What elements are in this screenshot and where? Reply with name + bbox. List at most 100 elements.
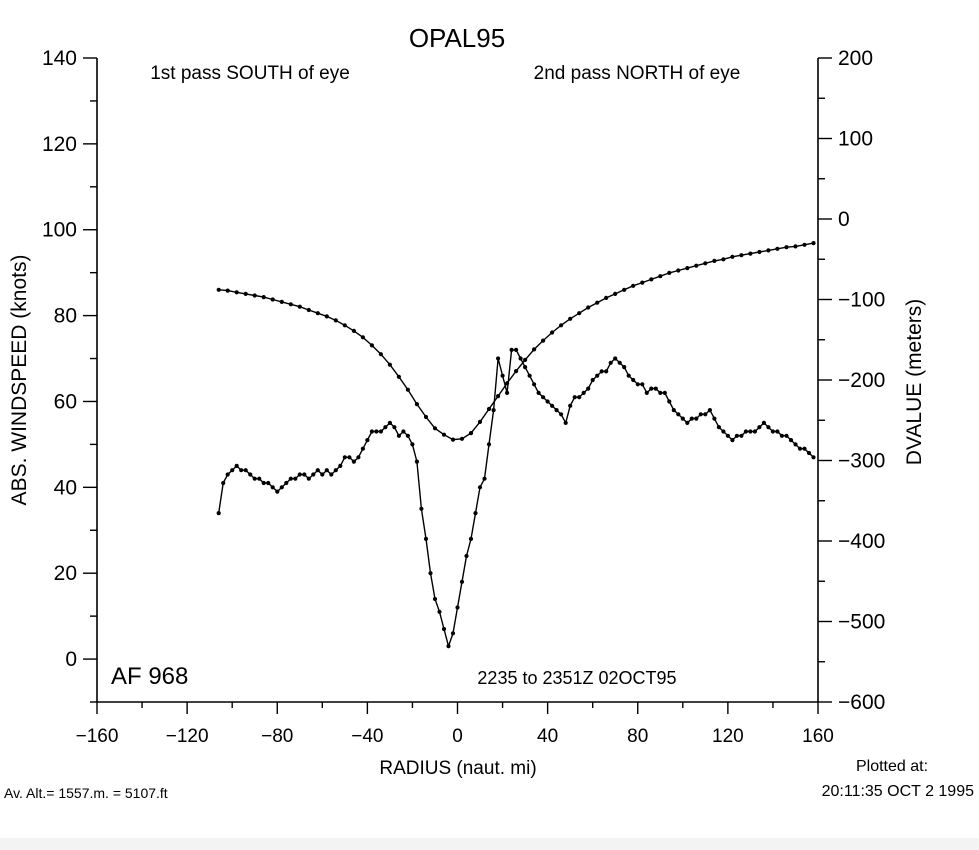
y-tick-label: 40 bbox=[54, 476, 77, 499]
windspeed-series-line bbox=[218, 349, 814, 649]
y-tick-label: 80 bbox=[54, 305, 77, 328]
windspeed-series-point bbox=[743, 429, 749, 434]
windspeed-series-point bbox=[802, 446, 807, 451]
series-layer bbox=[216, 241, 816, 649]
dvalue-series-point bbox=[667, 270, 672, 275]
dvalue-series-point bbox=[243, 291, 248, 296]
windspeed-series-point bbox=[712, 416, 717, 421]
windspeed-series-point bbox=[725, 433, 731, 438]
dvalue-series-point bbox=[333, 318, 338, 323]
y2-tick-label: −100 bbox=[838, 289, 885, 312]
windspeed-series-point bbox=[239, 468, 244, 473]
windspeed-series-point bbox=[703, 412, 708, 417]
windspeed-series-point bbox=[505, 390, 510, 395]
windspeed-series-point bbox=[545, 399, 550, 404]
windspeed-series-point bbox=[446, 644, 451, 649]
windspeed-series-point bbox=[667, 399, 672, 404]
windspeed-series-point bbox=[631, 377, 636, 383]
x-tick-label: −40 bbox=[351, 726, 383, 747]
chart-title: OPAL95 bbox=[409, 23, 505, 53]
windspeed-series-point bbox=[685, 420, 690, 425]
dvalue-series-point bbox=[505, 381, 510, 386]
dvalue-series-line bbox=[218, 242, 814, 441]
windspeed-series-point bbox=[428, 571, 433, 576]
dvalue-series-point bbox=[396, 374, 401, 379]
windspeed-series-point bbox=[356, 455, 361, 460]
windspeed-series-point bbox=[302, 472, 307, 477]
windspeed-series-point bbox=[351, 459, 356, 464]
windspeed-series-point bbox=[590, 377, 595, 383]
windspeed-series-point bbox=[482, 476, 487, 481]
dvalue-series-point bbox=[712, 258, 717, 263]
windspeed-series-point bbox=[707, 408, 713, 413]
windspeed-series-point bbox=[541, 395, 546, 400]
windspeed-series-point bbox=[230, 468, 235, 473]
windspeed-series-point bbox=[320, 472, 325, 477]
windspeed-series-point bbox=[405, 433, 410, 438]
windspeed-series-point bbox=[770, 429, 776, 434]
y-tick-label: 0 bbox=[65, 648, 77, 671]
windspeed-series-point bbox=[216, 510, 221, 516]
windspeed-series-point bbox=[306, 476, 311, 481]
dvalue-series-point bbox=[387, 362, 392, 367]
dvalue-series-point bbox=[423, 414, 429, 420]
y2-tick-label: −600 bbox=[838, 691, 885, 714]
dvalue-series-point bbox=[802, 242, 807, 247]
windspeed-series-point bbox=[676, 412, 681, 417]
dvalue-series-point bbox=[775, 246, 780, 251]
dvalue-series bbox=[216, 241, 816, 442]
dvalue-series-point bbox=[604, 295, 609, 300]
windspeed-series-point bbox=[613, 356, 618, 361]
windspeed-series-point bbox=[586, 386, 591, 391]
dvalue-series-point bbox=[514, 369, 519, 374]
dvalue-series-point bbox=[550, 330, 555, 335]
dvalue-series-point bbox=[315, 311, 320, 316]
dvalue-series-point bbox=[297, 304, 302, 309]
windspeed-series-point bbox=[221, 480, 226, 486]
x-tick-label: 160 bbox=[802, 726, 834, 747]
windspeed-series-point bbox=[414, 459, 419, 464]
windspeed-series-point bbox=[347, 455, 352, 460]
x-axis-label: RADIUS (naut. mi) bbox=[379, 758, 536, 779]
windspeed-series-point bbox=[455, 605, 460, 610]
windspeed-series-point bbox=[297, 472, 302, 477]
time-range-label: 2235 to 2351Z 02OCT95 bbox=[477, 668, 676, 688]
y-tick-label: 100 bbox=[42, 219, 77, 242]
dvalue-series-point bbox=[586, 305, 591, 310]
dvalue-series-point bbox=[450, 437, 456, 442]
windspeed-series-point bbox=[401, 429, 406, 434]
dvalue-series-point bbox=[559, 323, 564, 328]
windspeed-series-point bbox=[491, 408, 496, 413]
dvalue-series-point bbox=[216, 287, 221, 292]
windspeed-series-point bbox=[342, 455, 347, 460]
dvalue-series-point bbox=[685, 266, 690, 271]
windspeed-series-point bbox=[784, 433, 789, 438]
windspeed-series-point bbox=[658, 390, 663, 395]
windspeed-series-point bbox=[514, 347, 519, 352]
windspeed-series-point bbox=[293, 476, 298, 481]
dvalue-series-point bbox=[360, 335, 365, 340]
dvalue-series-point bbox=[234, 290, 239, 295]
dvalue-series-point bbox=[225, 288, 230, 293]
dvalue-series-point bbox=[477, 419, 483, 424]
y2-tick-label: 0 bbox=[838, 208, 850, 231]
windspeed-series-point bbox=[811, 455, 816, 460]
windspeed-series-point bbox=[793, 442, 798, 447]
windspeed-series-point bbox=[752, 429, 758, 434]
x-tick-label: 0 bbox=[452, 726, 463, 747]
windspeed-series-point bbox=[806, 450, 812, 456]
windspeed-series-point bbox=[248, 472, 253, 477]
dvalue-series-point bbox=[577, 311, 582, 316]
windspeed-series-point bbox=[689, 416, 694, 421]
x-tick-label: 40 bbox=[537, 726, 558, 747]
dvalue-series-point bbox=[541, 338, 546, 343]
windspeed-series-point bbox=[550, 403, 555, 408]
y2-tick-label: −500 bbox=[838, 611, 885, 634]
windspeed-series-point bbox=[234, 463, 239, 468]
windspeed-series-point bbox=[509, 347, 514, 352]
windspeed-series-point bbox=[315, 468, 320, 473]
windspeed-series-point bbox=[266, 480, 271, 486]
windspeed-series-point bbox=[635, 382, 640, 387]
dvalue-series-point bbox=[459, 436, 465, 441]
windspeed-series-point bbox=[378, 429, 383, 434]
